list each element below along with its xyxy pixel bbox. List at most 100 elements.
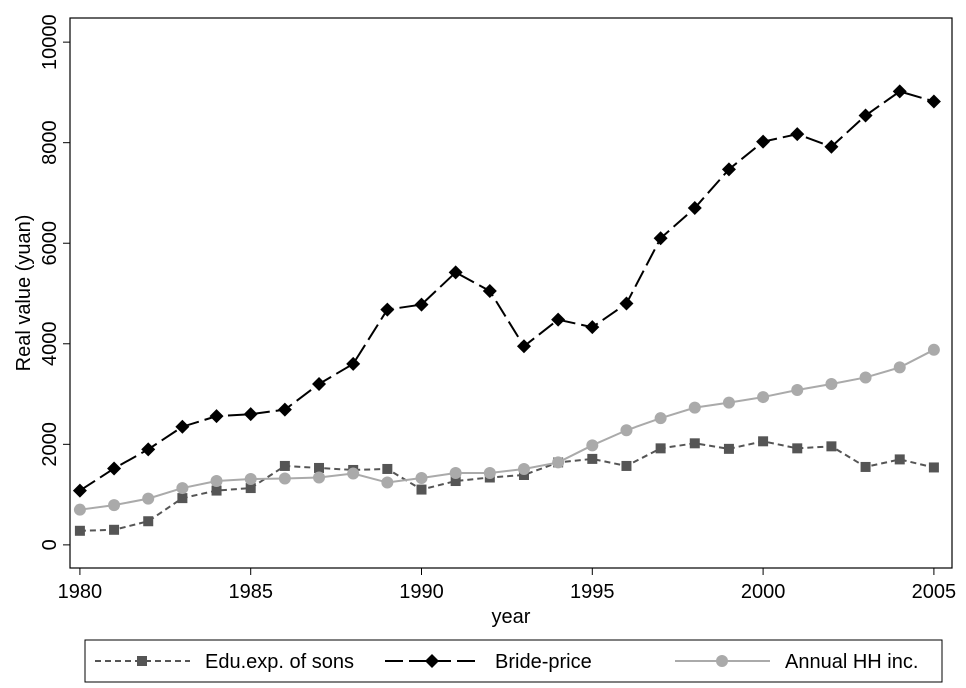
data-point <box>381 476 394 489</box>
data-point <box>142 492 155 505</box>
legend-box <box>84 639 943 683</box>
series-line <box>79 440 935 532</box>
y-axis-label: Real value (yuan) <box>13 215 35 372</box>
data-point <box>552 456 565 469</box>
data-point <box>109 524 120 535</box>
x-tick-label: 1985 <box>228 581 273 603</box>
data-point <box>449 466 462 479</box>
data-point <box>312 376 327 391</box>
data-point <box>210 475 223 488</box>
legend-label: Annual HH inc. <box>785 651 918 673</box>
data-point <box>244 473 257 486</box>
data-point <box>551 312 566 327</box>
legend-marker <box>716 655 728 667</box>
data-point <box>143 516 154 527</box>
data-point <box>721 162 736 177</box>
data-point <box>892 84 907 99</box>
x-tick-label: 2005 <box>912 581 957 603</box>
data-point <box>141 442 156 457</box>
data-point <box>416 484 427 495</box>
data-point <box>382 463 393 474</box>
x-tick-label: 2000 <box>741 581 786 603</box>
data-point <box>245 483 256 494</box>
data-point <box>415 472 428 485</box>
data-point <box>175 419 190 434</box>
data-point <box>177 493 188 504</box>
data-point <box>824 139 839 154</box>
data-point <box>483 466 496 479</box>
data-point <box>279 460 290 471</box>
data-point <box>585 320 600 335</box>
data-point <box>380 302 395 317</box>
series-line <box>79 90 935 492</box>
data-point <box>517 462 530 475</box>
data-point <box>277 402 292 417</box>
data-point <box>687 201 702 216</box>
y-tick-label: 6000 <box>39 221 61 266</box>
y-tick-label: 10000 <box>39 14 61 70</box>
data-point <box>587 453 598 464</box>
data-point <box>825 377 838 390</box>
plot-frame <box>69 17 953 569</box>
data-point <box>756 134 771 149</box>
data-point <box>722 396 735 409</box>
data-point <box>621 460 632 471</box>
data-point <box>313 471 326 484</box>
legend-marker <box>137 656 147 666</box>
x-tick-label: 1990 <box>399 581 444 603</box>
data-point <box>654 412 667 425</box>
data-point <box>518 469 529 480</box>
data-point <box>927 343 940 356</box>
y-tick-label: 4000 <box>39 322 61 367</box>
data-point <box>448 265 463 280</box>
legend-label: Bride-price <box>495 651 592 673</box>
data-point <box>655 443 666 454</box>
data-point <box>586 439 599 452</box>
data-point <box>860 461 871 472</box>
data-point <box>926 94 941 109</box>
data-point <box>516 339 531 354</box>
data-point <box>790 127 805 142</box>
data-point <box>619 296 634 311</box>
data-point <box>108 499 121 512</box>
data-point <box>314 462 325 473</box>
data-point <box>758 436 769 447</box>
data-point <box>414 297 429 312</box>
y-tick-label: 8000 <box>39 120 61 165</box>
data-point <box>858 108 873 123</box>
data-point <box>209 409 224 424</box>
data-point <box>859 371 872 384</box>
data-point <box>450 476 461 487</box>
data-point <box>653 231 668 246</box>
data-point <box>72 483 87 498</box>
y-tick-label: 0 <box>39 539 61 550</box>
data-point <box>346 356 361 371</box>
data-point <box>792 443 803 454</box>
data-point <box>107 461 122 476</box>
data-point <box>211 485 222 496</box>
series-line <box>79 348 935 511</box>
data-point <box>73 503 86 516</box>
data-point <box>620 424 633 437</box>
data-point <box>928 462 939 473</box>
data-point <box>757 391 770 404</box>
legend-marker <box>425 654 439 668</box>
data-point <box>826 441 837 452</box>
data-point <box>347 467 360 480</box>
data-point <box>688 401 701 414</box>
data-point <box>893 361 906 374</box>
data-point <box>243 407 258 422</box>
data-point <box>791 384 804 397</box>
data-point <box>482 283 497 298</box>
legend-label: Edu.exp. of sons <box>205 651 354 673</box>
x-tick-label: 1980 <box>58 581 103 603</box>
x-tick-label: 1995 <box>570 581 615 603</box>
x-axis-label: year <box>492 606 531 628</box>
data-point <box>894 454 905 465</box>
y-tick-label: 2000 <box>39 422 61 467</box>
data-point <box>278 472 291 485</box>
data-point <box>689 438 700 449</box>
data-point <box>723 443 734 454</box>
data-point <box>176 482 189 495</box>
